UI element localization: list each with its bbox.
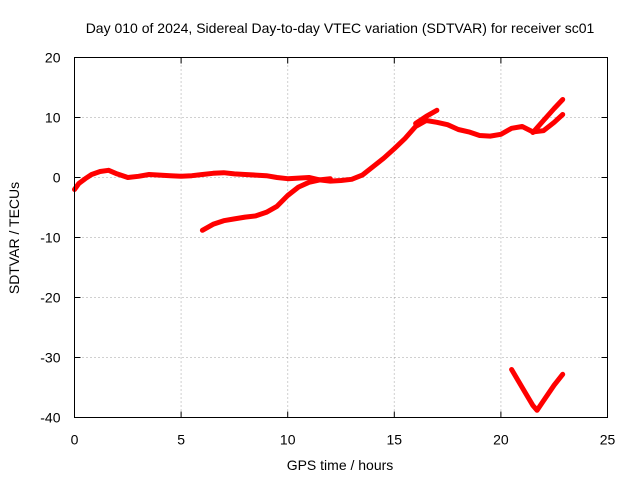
y-tick-label: 20: [45, 50, 61, 66]
y-tick-label: -30: [40, 350, 60, 366]
x-tick-label: 10: [280, 432, 296, 448]
y-tick-label: 10: [45, 110, 61, 126]
chart-title: Day 010 of 2024, Sidereal Day-to-day VTE…: [86, 20, 595, 36]
axis-ticks: 0 5 10 15 20 25 -40 -30 -20 -10 0 10 20: [40, 50, 615, 448]
y-tick-label: 0: [53, 170, 61, 186]
x-tick-label: 20: [493, 432, 509, 448]
x-tick-label: 25: [600, 432, 616, 448]
x-axis-label: GPS time / hours: [287, 457, 394, 473]
grid-lines: [74, 57, 608, 418]
y-tick-label: -20: [40, 290, 60, 306]
sdtvar-upper-tail-line: [530, 97, 566, 135]
y-tick-label: -10: [40, 230, 60, 246]
data-series: [72, 97, 566, 413]
x-tick-label: 15: [387, 432, 403, 448]
sdtvar-v-shape-line: [509, 367, 566, 413]
sdtvar-upper-branch-line: [413, 107, 440, 126]
y-tick-label: -40: [40, 410, 60, 426]
sdtvar-low-branch-line: [199, 176, 333, 233]
sdtvar-main-line: [72, 112, 566, 192]
x-tick-label: 5: [177, 432, 185, 448]
y-axis-label: SDTVAR / TECUs: [6, 182, 22, 294]
x-tick-label: 0: [71, 432, 79, 448]
plot-frame: [74, 57, 608, 418]
